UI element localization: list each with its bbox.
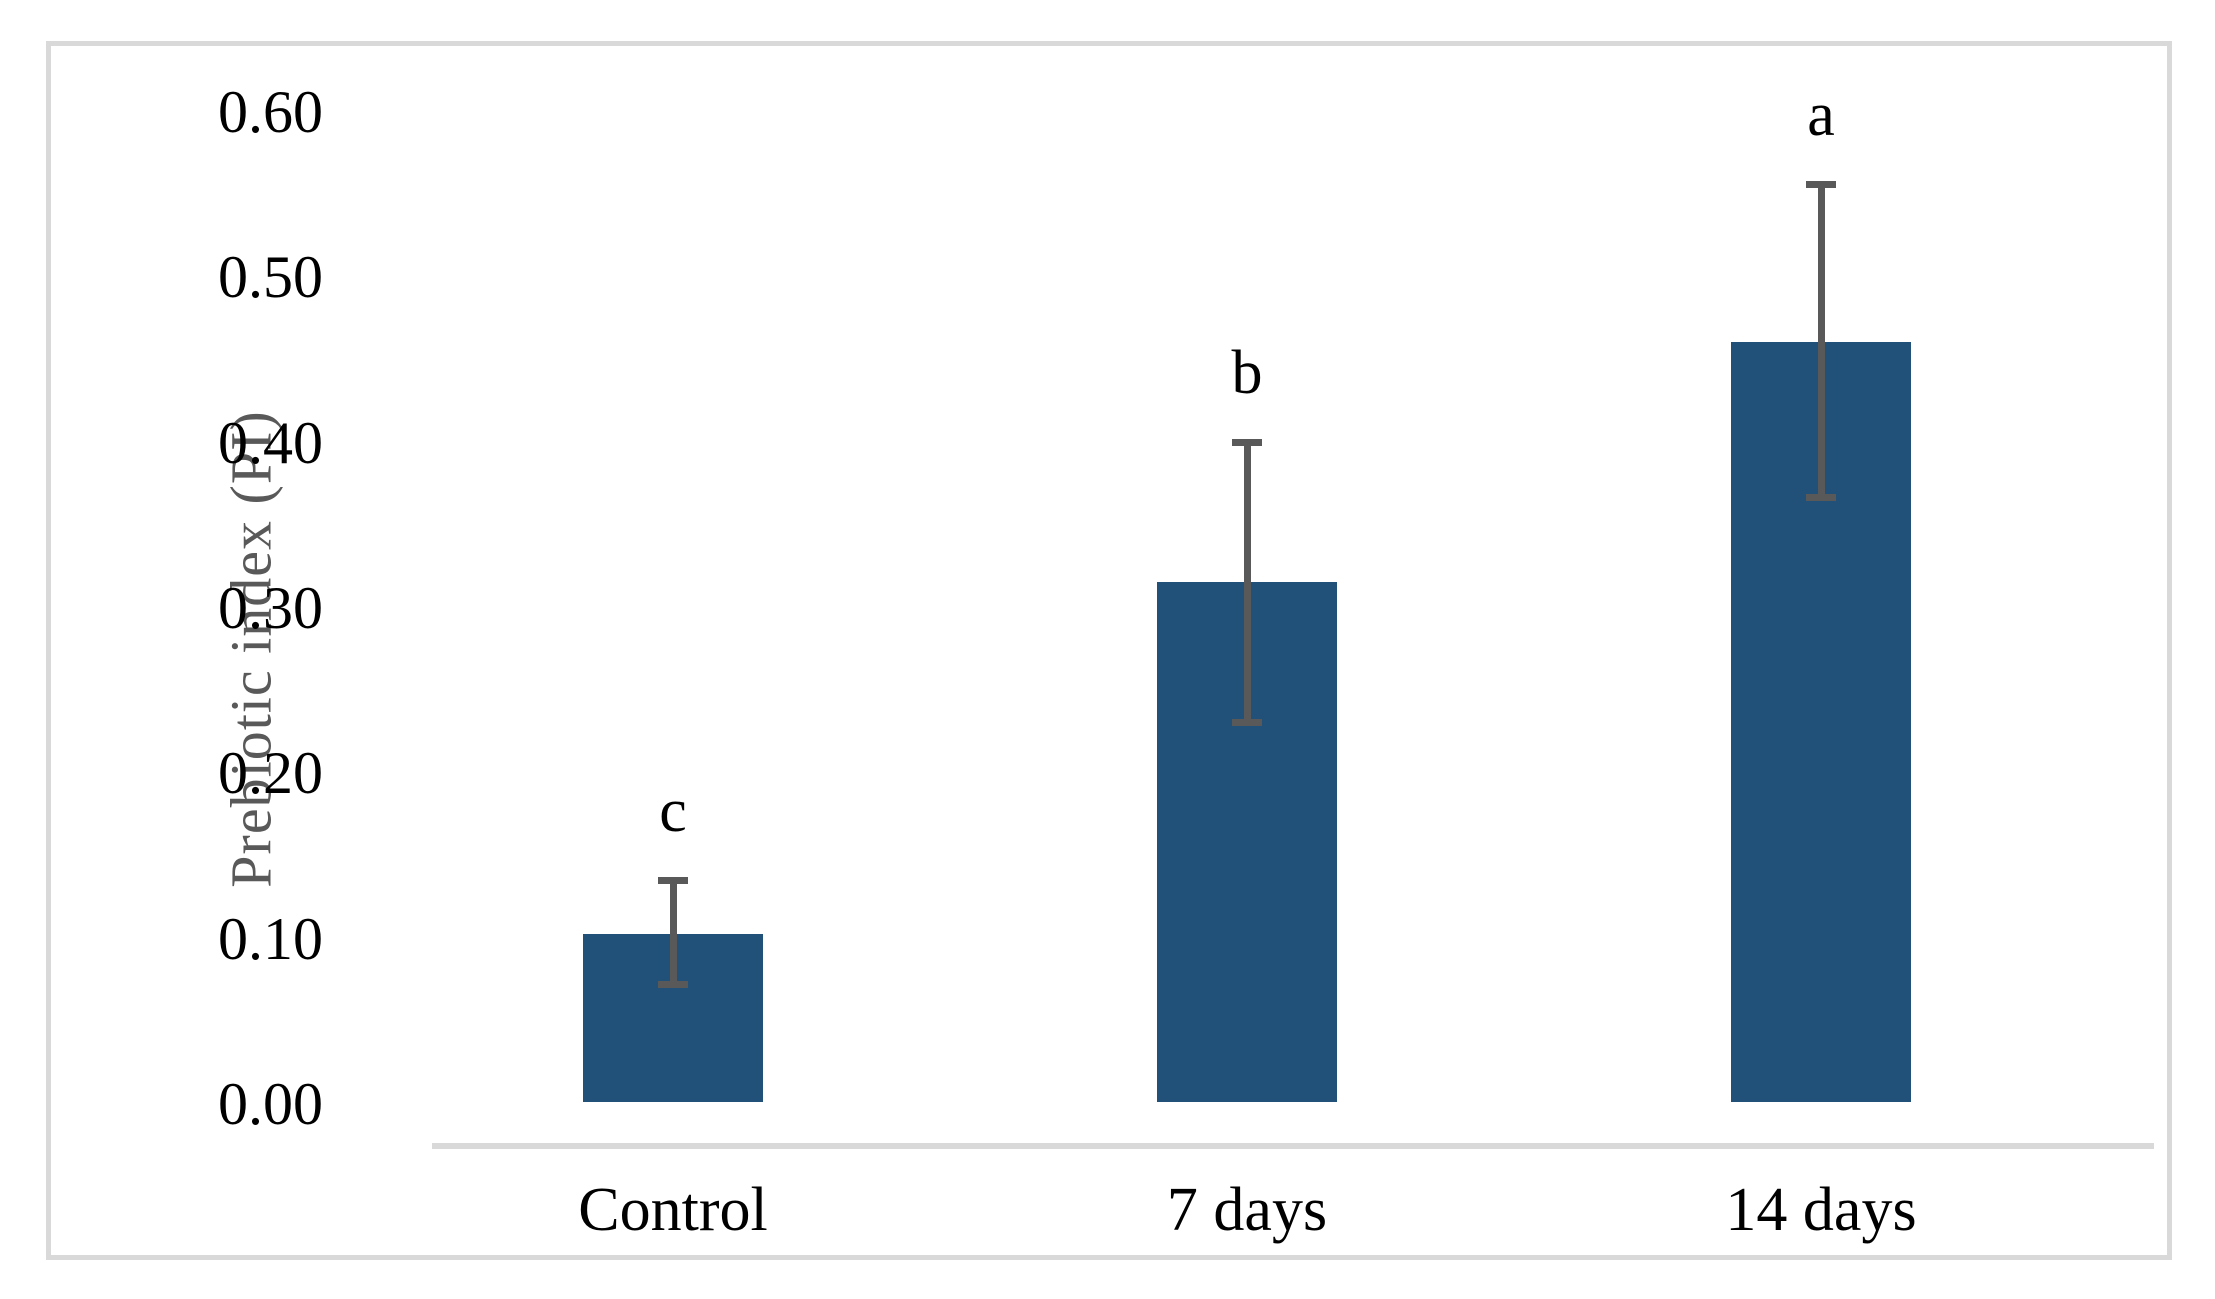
error-bar-top-cap [1232, 439, 1262, 447]
x-category-label: 14 days [1725, 1176, 1917, 1244]
y-tick-label: 0.60 [218, 79, 323, 146]
error-bar-line [1243, 442, 1251, 723]
y-tick-label: 0.10 [218, 905, 323, 972]
y-axis-title: Prebiotic index (PI) [218, 410, 284, 888]
significance-letter: b [1231, 338, 1263, 407]
error-bar-line [1817, 184, 1825, 498]
y-tick-label: 0.20 [218, 740, 323, 807]
y-tick-label: 0.00 [218, 1071, 323, 1137]
x-category-label: 7 days [1166, 1176, 1328, 1244]
chart-frame: Prebiotic index (PI) 0.00 0.10 0.20 0.30 0.4… [46, 41, 2172, 1260]
y-tick-label: 0.40 [218, 409, 323, 476]
x-axis-line [432, 1143, 2154, 1149]
x-category-label: Control [578, 1176, 768, 1244]
y-tick-label: 0.50 [218, 244, 323, 311]
error-bar-top-cap [1806, 181, 1836, 189]
significance-letter: a [1807, 80, 1835, 149]
error-bar-bottom-cap [1806, 493, 1836, 501]
error-bar-bottom-cap [658, 981, 688, 989]
y-tick-label: 0.30 [218, 575, 323, 641]
error-bar-line [669, 880, 677, 985]
significance-letter: c [659, 776, 687, 845]
error-bar-top-cap [658, 877, 688, 885]
error-bar-bottom-cap [1232, 718, 1262, 726]
